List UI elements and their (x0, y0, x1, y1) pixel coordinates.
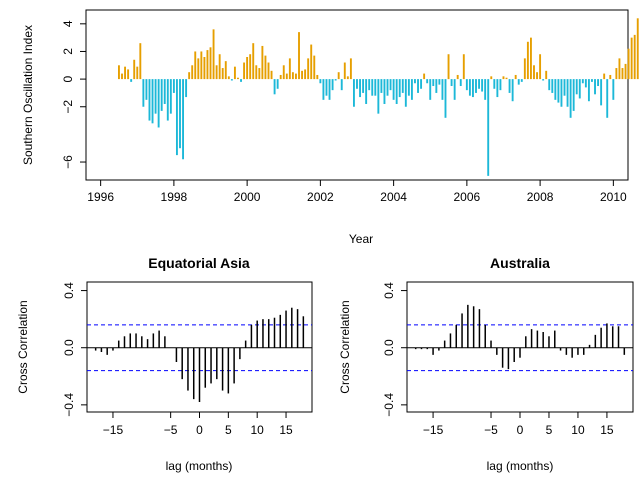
x-tick-label: 2008 (527, 190, 554, 204)
y-tick-label: −2 (61, 100, 75, 114)
y-tick-label: 0 (61, 75, 75, 82)
y-tick-label: 2 (61, 48, 75, 55)
soi-y-axis: −6 −2 0 2 4 (61, 20, 86, 169)
y-tick-label: 0.0 (382, 339, 396, 356)
australia-bars (407, 304, 633, 372)
australia-panel: Australia −15 −5 0 5 10 15 −0.4 0.0 0.4 lag (mo… (338, 255, 634, 473)
australia-x-axis-title: lag (months) (487, 459, 554, 473)
x-tick-label: −5 (164, 423, 178, 437)
soi-plot-frame (85, 9, 629, 181)
y-tick-label: 0.4 (382, 282, 396, 299)
x-tick-label: 0 (196, 423, 203, 437)
x-tick-label: 2010 (600, 190, 627, 204)
y-tick-label: −0.4 (382, 393, 396, 417)
y-tick-label: −6 (61, 155, 75, 169)
soi-bars (118, 18, 639, 176)
y-tick-label: 0.0 (62, 339, 76, 356)
australia-x-axis: −15 −5 0 5 10 15 (423, 412, 614, 437)
x-tick-label: 2004 (380, 190, 407, 204)
x-tick-label: 0 (517, 423, 524, 437)
y-tick-label: 4 (61, 20, 75, 27)
soi-y-axis-title: Southern Oscillation Index (21, 25, 35, 165)
x-tick-label: 1996 (87, 190, 114, 204)
x-tick-label: 2002 (307, 190, 334, 204)
x-tick-label: 2006 (454, 190, 481, 204)
soi-x-axis: 1996 1998 2000 2002 2004 2006 2008 2010 (87, 180, 627, 204)
equatorial-asia-x-axis-title: lag (months) (166, 459, 233, 473)
australia-plot-frame (406, 281, 634, 413)
x-tick-label: 10 (571, 423, 585, 437)
x-tick-label: −5 (484, 423, 498, 437)
x-tick-label: 15 (600, 423, 614, 437)
x-tick-label: 5 (546, 423, 553, 437)
equatorial-asia-panel: Equatorial Asia −15 −5 0 5 10 15 −0.4 0.0 0.4 l… (16, 255, 313, 473)
equatorial-asia-y-axis: −0.4 0.0 0.4 (62, 282, 87, 417)
x-tick-label: 2000 (234, 190, 261, 204)
y-tick-label: 0.4 (62, 282, 76, 299)
x-tick-label: 10 (251, 423, 265, 437)
soi-panel: 1996 1998 2000 2002 2004 2006 2008 2010 −6 −2 0 2 4… (21, 9, 639, 246)
australia-y-axis-title: Cross Correlation (338, 300, 352, 393)
x-tick-label: 5 (225, 423, 232, 437)
x-tick-label: −15 (423, 423, 444, 437)
equatorial-asia-x-axis: −15 −5 0 5 10 15 (103, 412, 293, 437)
australia-title: Australia (490, 255, 550, 271)
y-tick-label: −0.4 (62, 393, 76, 417)
equatorial-asia-bars (87, 307, 312, 402)
x-tick-label: 15 (279, 423, 293, 437)
equatorial-asia-title: Equatorial Asia (148, 255, 250, 271)
soi-x-axis-title: Year (349, 232, 373, 246)
x-tick-label: −15 (103, 423, 124, 437)
x-tick-label: 1998 (161, 190, 188, 204)
australia-y-axis: −0.4 0.0 0.4 (382, 282, 407, 417)
equatorial-asia-y-axis-title: Cross Correlation (16, 300, 30, 393)
